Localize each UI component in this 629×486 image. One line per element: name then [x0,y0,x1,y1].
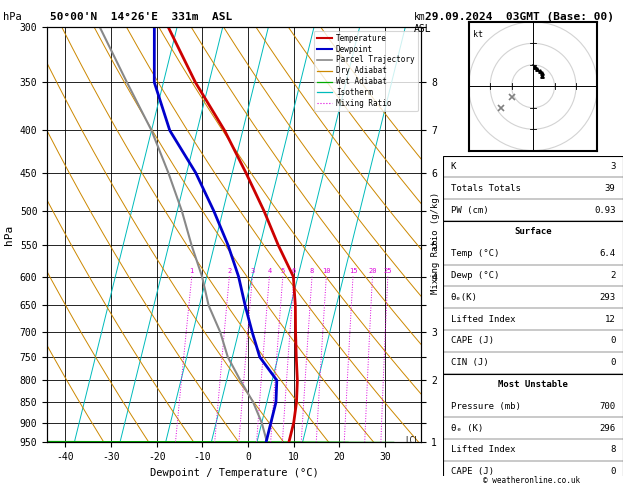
Text: 50°00'N  14°26'E  331m  ASL: 50°00'N 14°26'E 331m ASL [50,12,233,22]
Bar [443,156,623,221]
Text: 6.4: 6.4 [599,249,616,258]
Text: 25: 25 [384,268,392,274]
Text: Lifted Index: Lifted Index [450,446,515,454]
Text: Totals Totals: Totals Totals [450,184,520,193]
Text: hPa: hPa [3,12,22,22]
Text: 10: 10 [322,268,331,274]
Text: Most Unstable: Most Unstable [498,380,568,389]
Text: PW (cm): PW (cm) [450,206,488,214]
Text: θₑ (K): θₑ (K) [450,424,483,433]
Text: Pressure (mb): Pressure (mb) [450,402,520,411]
Text: km
ASL: km ASL [414,12,431,34]
Text: 29.09.2024  03GMT (Base: 00): 29.09.2024 03GMT (Base: 00) [425,12,613,22]
Text: 296: 296 [599,424,616,433]
Y-axis label: km
ASL: km ASL [454,224,471,245]
Text: 0: 0 [610,336,616,346]
Text: CIN (J): CIN (J) [450,358,488,367]
Text: CAPE (J): CAPE (J) [450,468,494,476]
Text: 3: 3 [250,268,255,274]
Text: 6: 6 [292,268,296,274]
Y-axis label: hPa: hPa [4,225,14,244]
Text: K: K [450,162,456,171]
Text: Mixing Ratio (g/kg): Mixing Ratio (g/kg) [431,192,440,294]
Text: 0: 0 [610,358,616,367]
Text: CAPE (J): CAPE (J) [450,336,494,346]
Text: © weatheronline.co.uk: © weatheronline.co.uk [483,476,580,485]
Text: kt: kt [473,31,483,39]
Text: 4: 4 [267,268,272,274]
Text: 1: 1 [189,268,194,274]
Text: 39: 39 [605,184,616,193]
Text: 15: 15 [348,268,357,274]
Text: LCL: LCL [405,436,419,445]
Text: 20: 20 [368,268,377,274]
Text: Surface: Surface [515,227,552,236]
Bar [443,374,623,486]
Text: Lifted Index: Lifted Index [450,314,515,324]
Text: 8: 8 [610,446,616,454]
Bar [443,221,623,374]
Legend: Temperature, Dewpoint, Parcel Trajectory, Dry Adiabat, Wet Adiabat, Isotherm, Mi: Temperature, Dewpoint, Parcel Trajectory… [314,31,418,111]
Text: 0: 0 [610,468,616,476]
Text: 700: 700 [599,402,616,411]
Text: 5: 5 [281,268,285,274]
Text: 3: 3 [610,162,616,171]
Text: 2: 2 [227,268,231,274]
Text: θₑ(K): θₑ(K) [450,293,477,302]
Text: 12: 12 [605,314,616,324]
X-axis label: Dewpoint / Temperature (°C): Dewpoint / Temperature (°C) [150,468,319,478]
Text: 2: 2 [610,271,616,280]
Text: 0.93: 0.93 [594,206,616,214]
Text: Temp (°C): Temp (°C) [450,249,499,258]
Text: Dewp (°C): Dewp (°C) [450,271,499,280]
Text: 8: 8 [310,268,314,274]
Text: 293: 293 [599,293,616,302]
